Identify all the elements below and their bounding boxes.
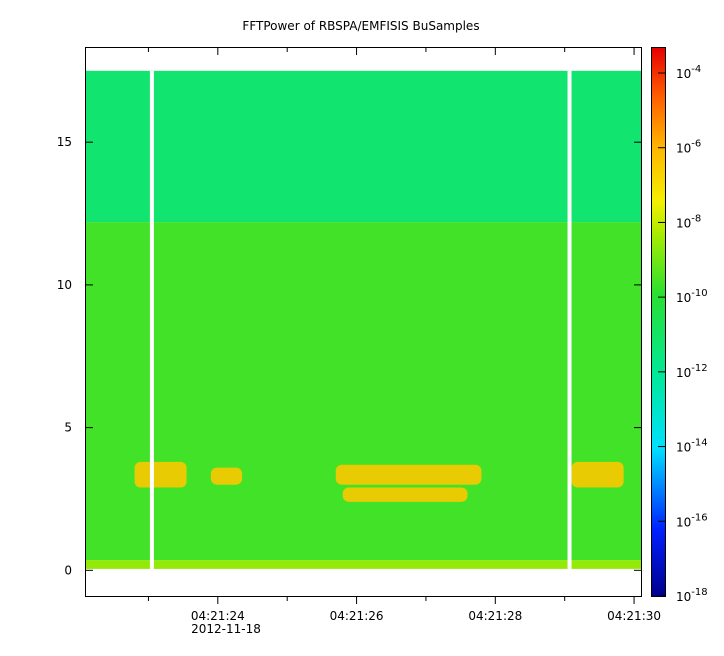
main-band [86,222,641,561]
x-tick-label: 04:21:26 [330,609,384,623]
y-tick-label: 15 [57,135,72,149]
colorbar-tick-label: 10-4 [676,64,701,81]
colorbar-tick-label: 10-16 [676,512,708,529]
colorbar-tick-label: 10-6 [676,139,701,156]
y-tick-label: 5 [64,421,72,435]
chart-title: FFTPower of RBSPA/EMFISIS BuSamples [242,19,479,33]
colorbar: 10-18 10-16 10-14 10-12 10-10 10-8 10-6 10-4 [651,47,708,604]
colorbar-tick-label: 10-12 [676,363,708,380]
low-frequency-band [86,560,641,569]
upper-band [86,70,641,223]
x-axis: 04:21:24 04:21:26 04:21:28 04:21:30 [147,48,661,623]
x-tick-label: 04:21:30 [607,609,661,623]
colorbar-scale [652,48,665,596]
plot-area [86,70,641,569]
data-gap [567,70,572,569]
y-tick-label: 0 [64,563,72,577]
colorbar-tick-label: 10-8 [676,213,701,230]
power-feature [342,487,468,502]
colorbar-tick-label: 10-14 [676,438,708,455]
y-axis: 0 5 10 15 [57,135,641,577]
plot-frame [85,47,642,597]
x-date-label: 2012-11-18 [191,622,261,636]
y-tick-label: 10 [57,278,72,292]
colorbar-tick-label: 10-10 [676,288,708,305]
power-feature [571,461,624,488]
colorbar-tick-label: 10-18 [676,587,708,604]
power-feature [134,461,187,488]
x-tick-label: 04:21:24 [191,609,245,623]
data-gap [149,70,154,569]
x-tick-label: 04:21:28 [468,609,522,623]
power-feature [210,467,243,485]
power-feature [335,464,482,485]
